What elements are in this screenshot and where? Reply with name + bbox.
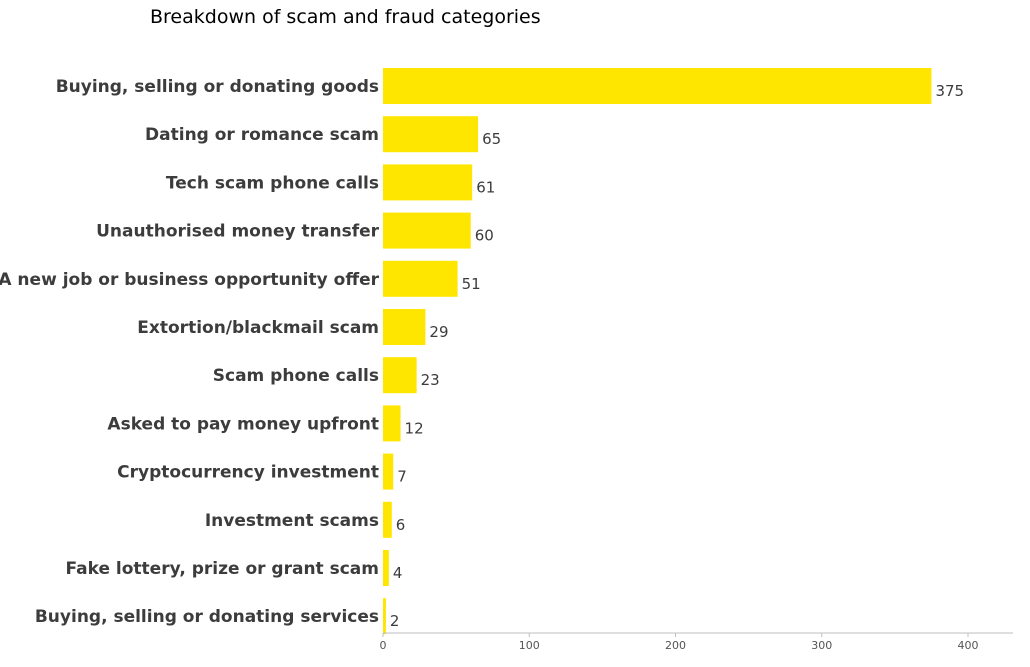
bar	[383, 405, 401, 442]
chart-title: Breakdown of scam and fraud categories	[150, 6, 541, 28]
category-label: Buying, selling or donating goods	[56, 77, 379, 97]
category-labels: Buying, selling or donating goods Dating …	[0, 77, 380, 627]
bars-layer	[383, 68, 932, 635]
x-axis: 0 100 200 300 400	[380, 632, 1013, 652]
category-label: Cryptocurrency investment	[117, 463, 379, 483]
category-label: Scam phone calls	[213, 366, 379, 386]
bar	[383, 68, 932, 104]
value-label: 29	[429, 323, 448, 341]
bar	[383, 116, 479, 153]
bar	[383, 550, 389, 586]
bar	[383, 260, 458, 297]
x-tick-label: 0	[380, 639, 387, 652]
bar	[383, 212, 471, 249]
bar	[383, 501, 392, 538]
category-label: Asked to pay money upfront	[107, 414, 379, 434]
category-label: Tech scam phone calls	[166, 173, 379, 193]
category-label: Extortion/blackmail scam	[137, 318, 379, 338]
category-label: Fake lottery, prize or grant scam	[66, 559, 379, 579]
value-label: 4	[393, 564, 403, 582]
value-label: 7	[397, 468, 407, 486]
category-label: Dating or romance scam	[145, 125, 379, 145]
value-label: 12	[405, 419, 424, 437]
bar	[383, 309, 426, 345]
value-labels: 375 65 61 60 51 29 23 12 7 6 4 2	[390, 82, 964, 630]
category-label: Buying, selling or donating services	[35, 607, 379, 627]
bar	[383, 598, 386, 635]
value-label: 60	[475, 227, 494, 245]
value-label: 2	[390, 612, 400, 630]
x-tick-label: 100	[519, 639, 540, 652]
x-tick-label: 200	[665, 639, 686, 652]
x-tick-label: 400	[958, 639, 979, 652]
bar	[383, 453, 394, 490]
value-label: 51	[462, 275, 481, 293]
bar	[383, 164, 473, 201]
category-label: Investment scams	[205, 511, 379, 531]
category-label: Unauthorised money transfer	[96, 222, 379, 242]
bar	[383, 357, 417, 394]
value-label: 61	[476, 178, 495, 196]
value-label: 375	[935, 82, 964, 100]
value-label: 6	[396, 516, 406, 534]
value-label: 65	[482, 130, 501, 148]
x-tick-label: 300	[811, 639, 832, 652]
value-label: 23	[421, 371, 440, 389]
category-label: A new job or business opportunity offer	[0, 270, 380, 290]
